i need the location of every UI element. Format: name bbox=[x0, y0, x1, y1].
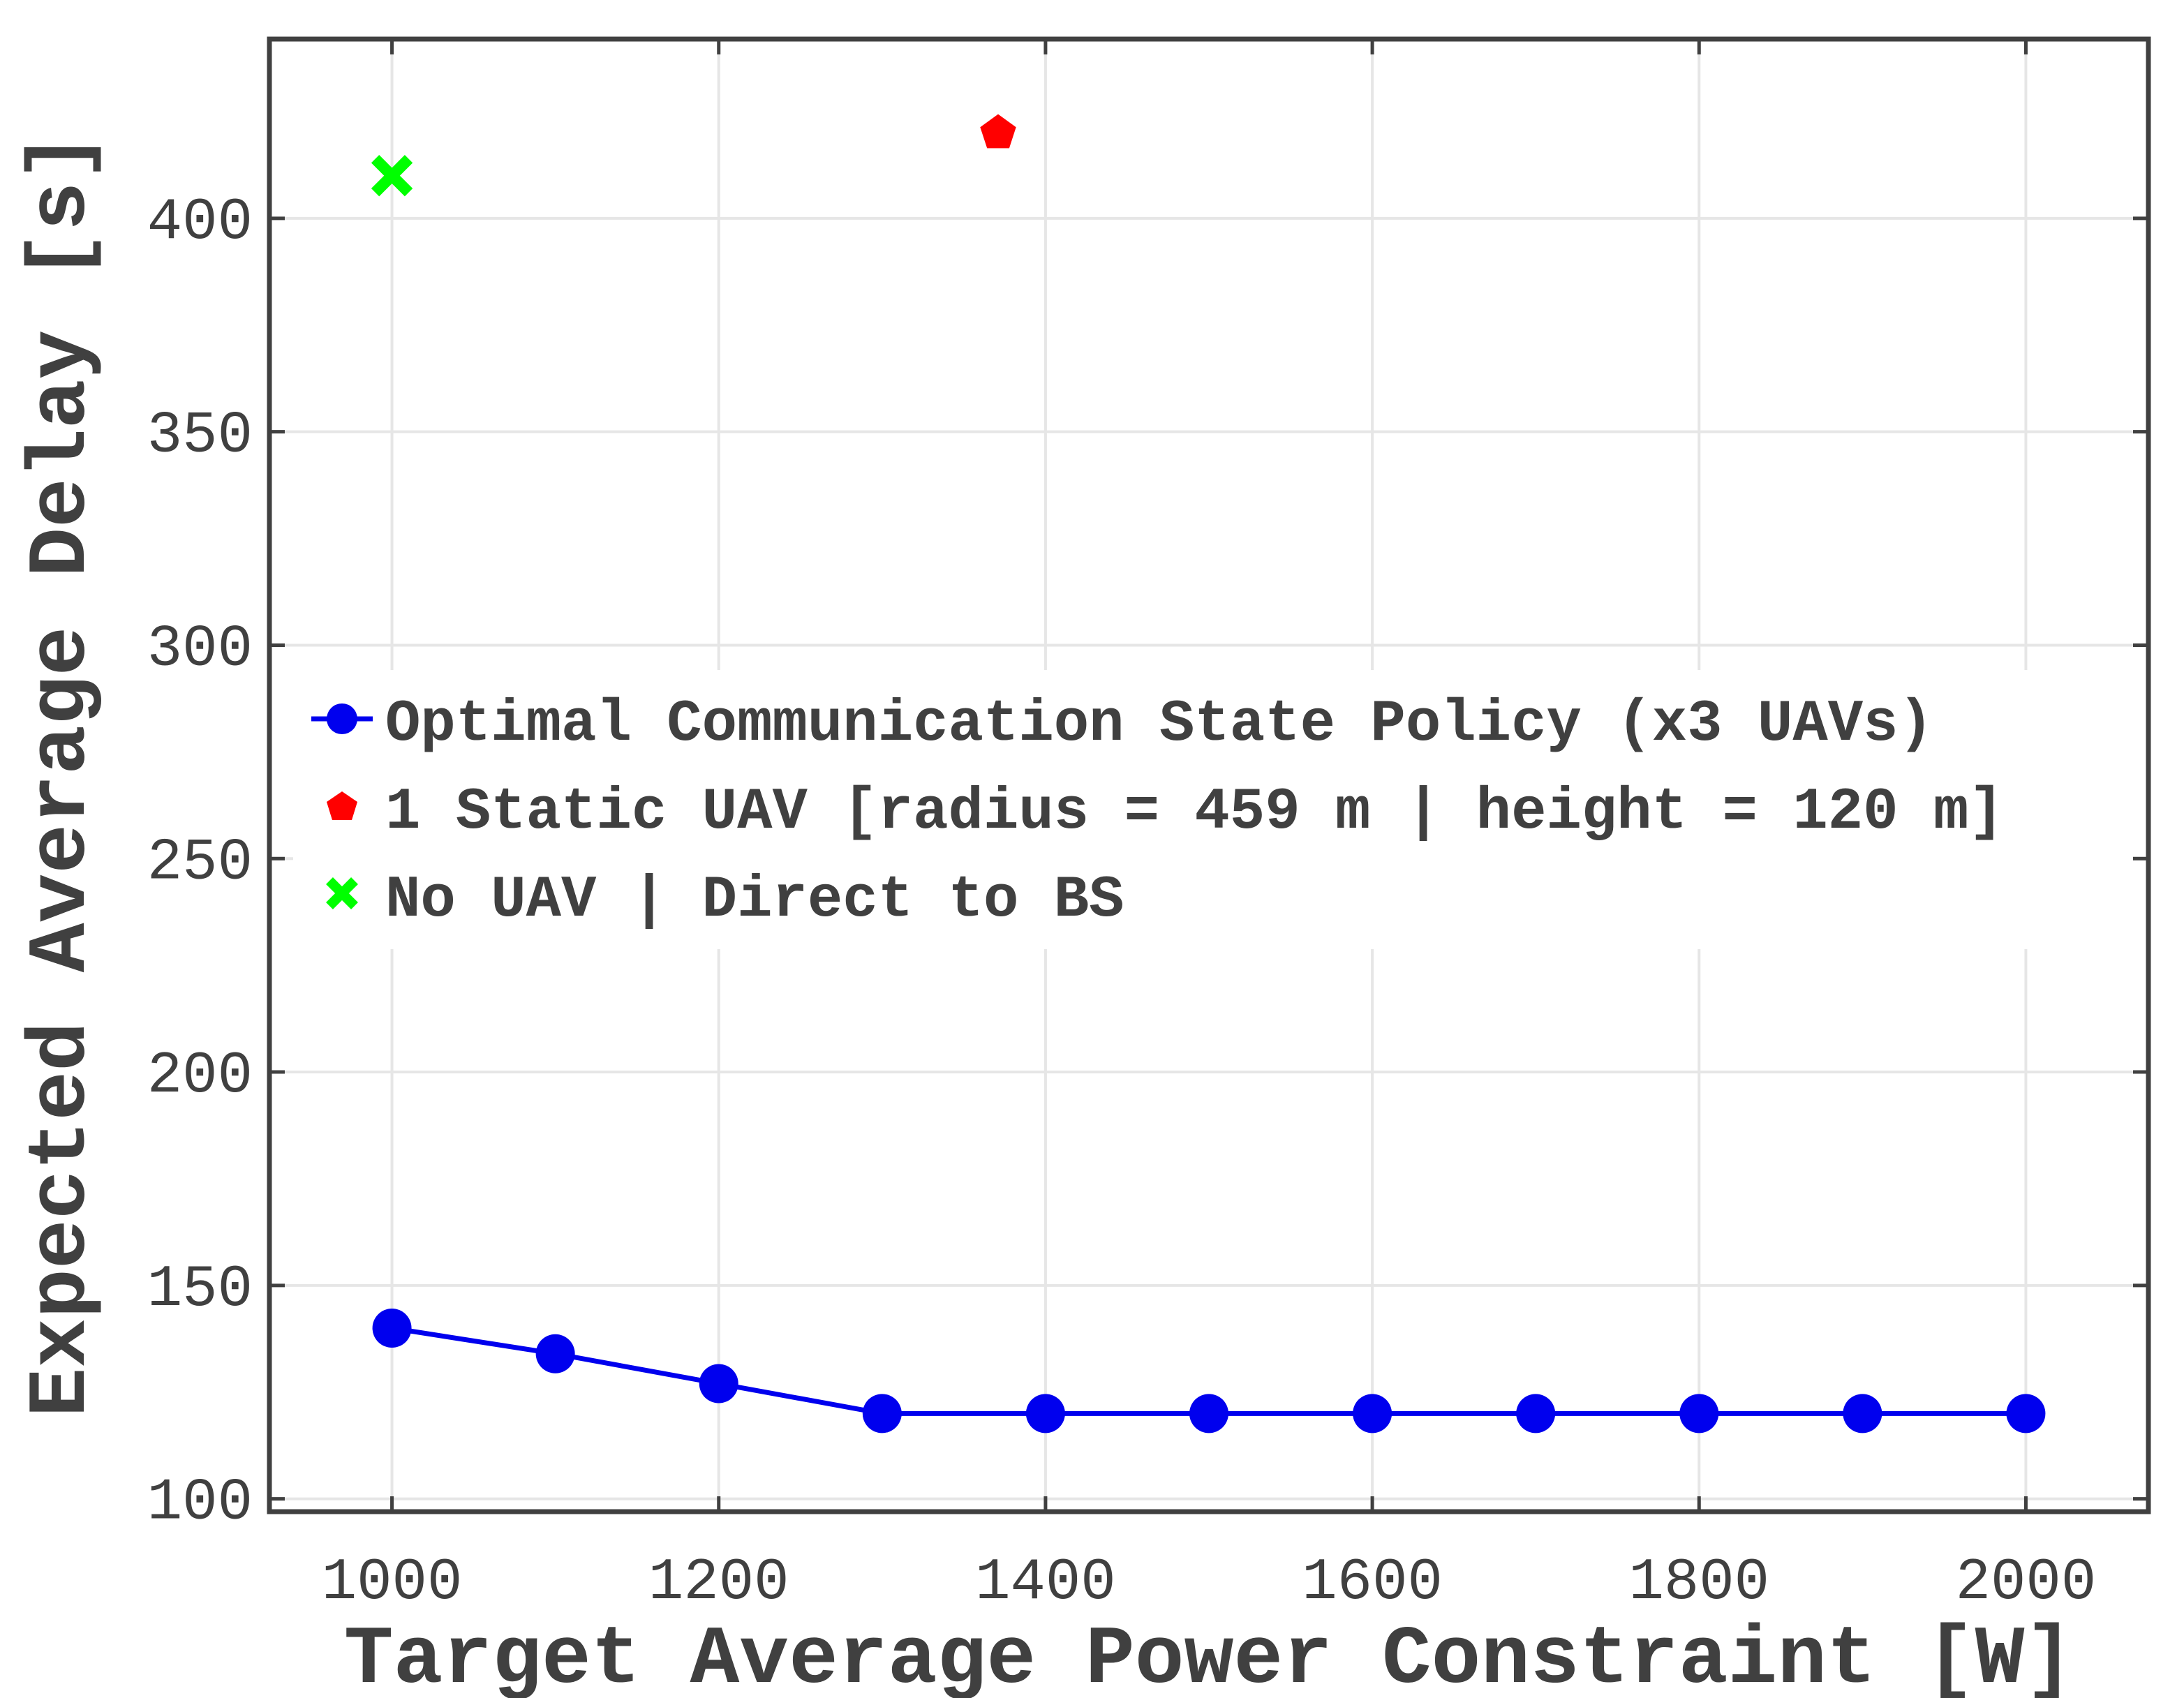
x-tick-label: 1200 bbox=[648, 1550, 789, 1616]
y-tick-label: 100 bbox=[147, 1470, 253, 1537]
y-tick-label: 300 bbox=[147, 616, 253, 683]
legend-label-no-uav: No UAV | Direct to BS bbox=[385, 867, 1124, 934]
y-tick-label: 250 bbox=[147, 830, 253, 896]
data-point-circle bbox=[1189, 1394, 1228, 1433]
legend: Optimal Communication State Policy (x3 U… bbox=[311, 692, 2004, 934]
legend-label-static-uav: 1 Static UAV [radius = 459 m | height = … bbox=[385, 780, 2004, 846]
y-tick-label: 200 bbox=[147, 1043, 253, 1110]
legend-label-optimal-policy: Optimal Communication State Policy (x3 U… bbox=[385, 692, 1933, 758]
legend-box bbox=[293, 670, 2136, 949]
x-tick-label: 1800 bbox=[1628, 1550, 1769, 1616]
y-tick-label: 400 bbox=[147, 190, 253, 256]
ticks: 1000 1200 1400 1600 1800 2000 100 150 200 250 300 3… bbox=[147, 39, 2148, 1616]
legend-marker-no-uav bbox=[326, 877, 358, 909]
data-point-circle bbox=[1679, 1394, 1719, 1433]
legend-marker-optimal-policy bbox=[327, 703, 357, 734]
plot-area bbox=[371, 114, 2046, 1433]
x-tick-label: 1600 bbox=[1302, 1550, 1443, 1616]
data-point-circle bbox=[1353, 1394, 1392, 1433]
x-tick-label: 1000 bbox=[322, 1550, 463, 1616]
data-point-circle bbox=[699, 1364, 738, 1403]
axes-frame bbox=[267, 36, 2151, 1514]
data-point-circle bbox=[862, 1394, 902, 1433]
x-axis-title: Target Average Power Constraint [W] bbox=[344, 1614, 2074, 1698]
y-axis-title: Expected Average Delay [s] bbox=[16, 132, 109, 1417]
legend-marker-static-uav bbox=[327, 791, 357, 820]
legend-entry-optimal-policy: Optimal Communication State Policy (x3 U… bbox=[311, 692, 1933, 758]
data-point-x bbox=[371, 155, 413, 197]
x-tick-label: 1400 bbox=[975, 1550, 1116, 1616]
y-tick-label: 350 bbox=[147, 403, 253, 470]
data-point-circle bbox=[2006, 1394, 2046, 1433]
x-tick-label: 2000 bbox=[1956, 1550, 2097, 1616]
data-point-circle bbox=[1516, 1394, 1556, 1433]
data-point-circle bbox=[372, 1309, 412, 1348]
y-tick-label: 150 bbox=[147, 1257, 253, 1323]
data-point-circle bbox=[1025, 1394, 1065, 1433]
data-point-circle bbox=[535, 1334, 575, 1373]
legend-entry-static-uav: 1 Static UAV [radius = 459 m | height = … bbox=[327, 780, 2004, 846]
legend-entry-no-uav: No UAV | Direct to BS bbox=[326, 867, 1124, 934]
data-point-pentagon bbox=[980, 114, 1016, 149]
data-point-x-stroke bbox=[371, 155, 413, 197]
data-point-circle bbox=[1843, 1394, 1882, 1433]
